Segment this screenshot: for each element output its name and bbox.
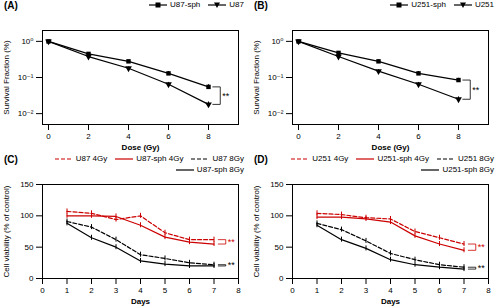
svg-text:8: 8 [456, 132, 461, 141]
svg-text:7: 7 [462, 286, 467, 295]
svg-text:150: 150 [20, 180, 34, 189]
svg-text:Survival Fraction (%): Survival Fraction (%) [2, 40, 11, 115]
svg-text:10⁰: 10⁰ [21, 37, 33, 46]
svg-text:**: ** [228, 237, 236, 247]
svg-text:Dose (Gy): Dose (Gy) [122, 143, 160, 152]
svg-text:Cell viability (% of control): Cell viability (% of control) [2, 185, 11, 277]
svg-text:**: ** [478, 242, 486, 252]
svg-text:**: ** [478, 263, 486, 273]
svg-text:3: 3 [364, 286, 369, 295]
svg-text:**: ** [472, 85, 480, 95]
svg-text:1: 1 [65, 286, 70, 295]
svg-text:4: 4 [138, 286, 143, 295]
html-text:U87-sph 8Gy: U87-sph 8Gy [196, 165, 244, 174]
svg-text:5: 5 [163, 286, 168, 295]
svg-text:Survival Fraction (%): Survival Fraction (%) [252, 40, 261, 115]
svg-text:Cell viability (% of control): Cell viability (% of control) [252, 185, 261, 277]
html-text:U87 4Gy: U87 4Gy [75, 154, 108, 163]
html-text:(A): (A) [4, 0, 18, 11]
svg-text:4: 4 [126, 132, 131, 141]
svg-text:50: 50 [25, 243, 34, 252]
svg-text:10⁻²: 10⁻² [18, 109, 34, 118]
html-text:U87: U87 [229, 0, 244, 9]
html-text:U87-sph: U87-sph [170, 0, 201, 9]
svg-text:0: 0 [279, 274, 284, 283]
svg-text:8: 8 [486, 286, 491, 295]
svg-text:5: 5 [413, 286, 418, 295]
svg-text:4: 4 [376, 132, 381, 141]
html-text:U251 8Gy: U251 8Gy [458, 154, 494, 163]
html-text:U251-sph: U251-sph [411, 0, 446, 9]
svg-text:0: 0 [40, 286, 45, 295]
html-text:U251 4Gy: U251 4Gy [312, 154, 349, 163]
svg-text:1: 1 [315, 286, 320, 295]
html-text:U251-sph 8Gy: U251-sph 8Gy [442, 165, 494, 174]
svg-text:4: 4 [388, 286, 393, 295]
svg-text:6: 6 [187, 286, 192, 295]
svg-text:10⁰: 10⁰ [271, 37, 283, 46]
svg-text:10⁻²: 10⁻² [268, 109, 284, 118]
svg-text:0: 0 [296, 132, 301, 141]
svg-text:7: 7 [212, 286, 217, 295]
svg-text:8: 8 [206, 132, 211, 141]
svg-text:2: 2 [339, 286, 344, 295]
svg-text:0: 0 [46, 132, 51, 141]
svg-text:Dose (Gy): Dose (Gy) [372, 143, 410, 152]
svg-text:100: 100 [20, 211, 34, 220]
svg-text:6: 6 [437, 286, 442, 295]
svg-text:100: 100 [270, 211, 284, 220]
html-text:U87-sph 4Gy: U87-sph 4Gy [136, 154, 184, 163]
svg-text:0: 0 [290, 286, 295, 295]
html-text:U251: U251 [474, 0, 494, 9]
svg-text:**: ** [228, 260, 236, 270]
svg-text:8: 8 [236, 286, 241, 295]
svg-text:0: 0 [29, 274, 34, 283]
html-text:(B): (B) [254, 0, 268, 11]
svg-text:2: 2 [86, 132, 91, 141]
html-text:(D): (D) [254, 154, 268, 165]
svg-text:6: 6 [416, 132, 421, 141]
svg-text:Days: Days [131, 297, 151, 306]
svg-text:Days: Days [381, 297, 401, 306]
svg-text:6: 6 [166, 132, 171, 141]
svg-text:3: 3 [114, 286, 119, 295]
svg-text:10⁻¹: 10⁻¹ [268, 73, 284, 82]
html-text:U87 8Gy: U87 8Gy [212, 154, 244, 163]
svg-text:**: ** [222, 91, 230, 101]
html-text:(C): (C) [4, 154, 18, 165]
html-text:U251-sph 4Gy: U251-sph 4Gy [377, 154, 429, 163]
svg-text:150: 150 [270, 180, 284, 189]
svg-text:2: 2 [336, 132, 341, 141]
svg-text:2: 2 [89, 286, 94, 295]
svg-text:50: 50 [275, 243, 284, 252]
svg-text:10⁻¹: 10⁻¹ [18, 73, 34, 82]
